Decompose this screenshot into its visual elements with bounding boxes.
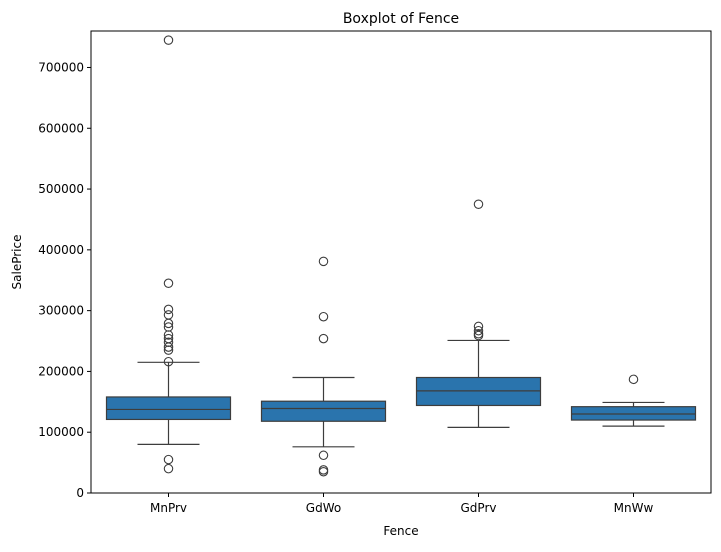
y-tick-label: 500000 bbox=[38, 182, 84, 196]
x-tick-label: GdPrv bbox=[461, 501, 497, 515]
outlier-point bbox=[163, 278, 174, 289]
outlier-point bbox=[473, 199, 484, 210]
y-tick-label: 400000 bbox=[38, 243, 84, 257]
outlier-point bbox=[318, 256, 329, 267]
y-tick-label: 600000 bbox=[38, 121, 84, 135]
outlier-point bbox=[318, 466, 329, 477]
y-tick-label: 100000 bbox=[38, 425, 84, 439]
x-tick-label: MnWw bbox=[614, 501, 654, 515]
outlier-point bbox=[473, 321, 484, 332]
x-axis-label: Fence bbox=[383, 524, 418, 538]
x-tick-label: MnPrv bbox=[150, 501, 187, 515]
outlier-point bbox=[318, 333, 329, 344]
outlier-point bbox=[318, 465, 329, 475]
outlier-point bbox=[163, 318, 174, 329]
outlier-point bbox=[163, 463, 174, 474]
box-GdPrv bbox=[415, 376, 542, 407]
outlier-point bbox=[473, 325, 484, 336]
box-MnPrv bbox=[105, 396, 232, 421]
outlier-point bbox=[163, 310, 174, 320]
box-MnWw bbox=[570, 406, 697, 421]
x-tick-label: GdWo bbox=[306, 501, 341, 515]
outlier-point bbox=[163, 330, 174, 340]
outlier-point bbox=[163, 356, 174, 367]
outlier-point bbox=[163, 35, 174, 45]
y-tick-label: 0 bbox=[76, 486, 84, 500]
outlier-point bbox=[473, 330, 484, 341]
y-axis-label: SalePrice bbox=[10, 235, 24, 290]
y-tick-label: 300000 bbox=[38, 304, 84, 318]
y-tick-label: 200000 bbox=[38, 364, 84, 378]
outlier-point bbox=[163, 342, 174, 352]
outlier-point bbox=[163, 345, 174, 355]
plot-area: 0 100000 200000 300000 400000 500000 600000 700… bbox=[38, 35, 697, 515]
chart-title: Boxplot of Fence bbox=[343, 11, 459, 27]
outlier-point bbox=[318, 450, 329, 461]
y-tick-label: 700000 bbox=[38, 60, 84, 74]
outlier-point bbox=[318, 311, 329, 322]
box-GdWo bbox=[260, 400, 387, 422]
plot-frame bbox=[90, 30, 712, 494]
outlier-point bbox=[628, 374, 639, 385]
outlier-point bbox=[163, 454, 174, 465]
outlier-point bbox=[163, 304, 174, 315]
